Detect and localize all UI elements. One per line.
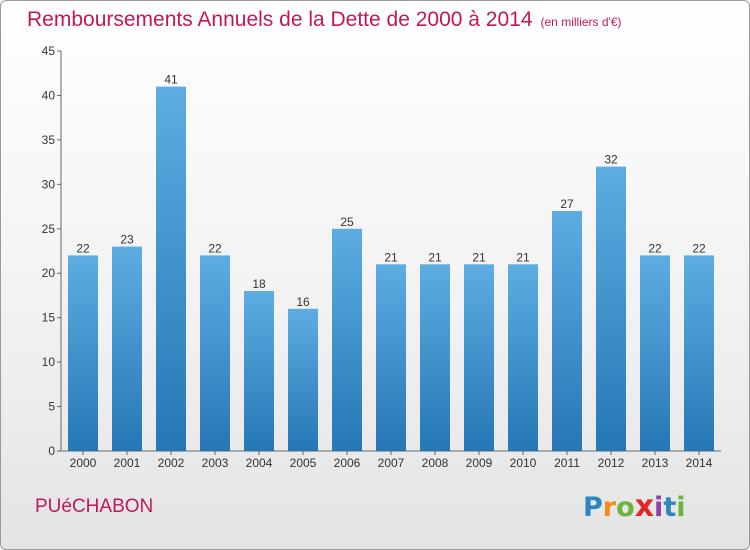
bar	[200, 255, 230, 451]
chart-title: Remboursements Annuels de la Dette de 20…	[27, 8, 622, 32]
x-tick-label: 2002	[158, 456, 185, 470]
x-tick-label: 2005	[290, 456, 317, 470]
bar-value-label: 18	[252, 277, 266, 291]
bar	[376, 264, 406, 451]
x-tick-label: 2011	[554, 456, 580, 470]
x-tick-label: 2013	[642, 456, 669, 470]
chart-title-text: Remboursements Annuels de la Dette de 20…	[27, 8, 533, 31]
chart-unit: (en milliers d'€)	[540, 15, 622, 29]
logo-letter: t	[663, 492, 677, 523]
y-tick-label: 35	[42, 133, 56, 147]
x-tick-label: 2004	[246, 456, 273, 470]
y-tick-label: 40	[42, 88, 56, 102]
y-tick-label: 25	[42, 222, 56, 236]
bar	[640, 255, 670, 451]
logo-letter: r	[602, 492, 617, 523]
bar	[684, 255, 714, 451]
bar	[596, 166, 626, 451]
logo-letter: o	[616, 492, 635, 523]
y-tick-label: 5	[48, 400, 55, 414]
bar-value-label: 22	[648, 241, 662, 255]
y-tick-label: 15	[42, 311, 56, 325]
bar	[112, 246, 142, 451]
x-tick-label: 2014	[686, 456, 713, 470]
y-tick-label: 30	[42, 177, 56, 191]
bar	[68, 255, 98, 451]
bar-value-label: 22	[692, 241, 706, 255]
x-tick-label: 2003	[202, 456, 229, 470]
logo-letter: x	[634, 489, 655, 524]
bar	[244, 291, 274, 451]
bar-value-label: 22	[76, 241, 90, 255]
y-tick-label: 10	[42, 355, 56, 369]
bar	[288, 308, 318, 451]
logo-letter: i	[676, 492, 686, 523]
bar-value-label: 23	[120, 233, 134, 247]
bars	[68, 86, 714, 451]
commune-name: PUéCHABON	[35, 496, 154, 517]
bar-value-label: 21	[472, 250, 486, 264]
x-tick-label: 2001	[114, 456, 141, 470]
x-tick-label: 2006	[334, 456, 361, 470]
x-tick-label: 2009	[466, 456, 493, 470]
bar-value-label: 21	[516, 250, 530, 264]
bar-value-label: 25	[340, 215, 354, 229]
proxiti-logo: Proxiti	[583, 489, 686, 524]
y-tick-label: 20	[42, 266, 56, 280]
x-tick-label: 2000	[70, 456, 97, 470]
bar-value-label: 21	[428, 250, 442, 264]
x-tick-label: 2007	[378, 456, 405, 470]
bar-value-label: 16	[296, 295, 310, 309]
bar	[464, 264, 494, 451]
logo-letter: P	[583, 492, 603, 523]
bar	[332, 228, 362, 451]
y-tick-label: 45	[42, 44, 56, 58]
data-labels: 22 23 41 22 18 16 25 21 21 21 21 27 32 22 22	[76, 73, 706, 309]
x-tick-label: 2012	[598, 456, 625, 470]
bar	[552, 211, 582, 451]
bar	[156, 86, 186, 451]
bar	[508, 264, 538, 451]
bar-value-label: 22	[208, 241, 222, 255]
y-tick-label: 0	[48, 444, 55, 458]
x-tick-label: 2010	[510, 456, 537, 470]
bar-value-label: 32	[604, 153, 618, 167]
bar-value-label: 27	[560, 197, 574, 211]
logo-letter: i	[654, 492, 664, 523]
x-tick-label: 2008	[422, 456, 449, 470]
bar-value-label: 41	[164, 73, 178, 87]
bar	[420, 264, 450, 451]
bar-value-label: 21	[384, 250, 398, 264]
